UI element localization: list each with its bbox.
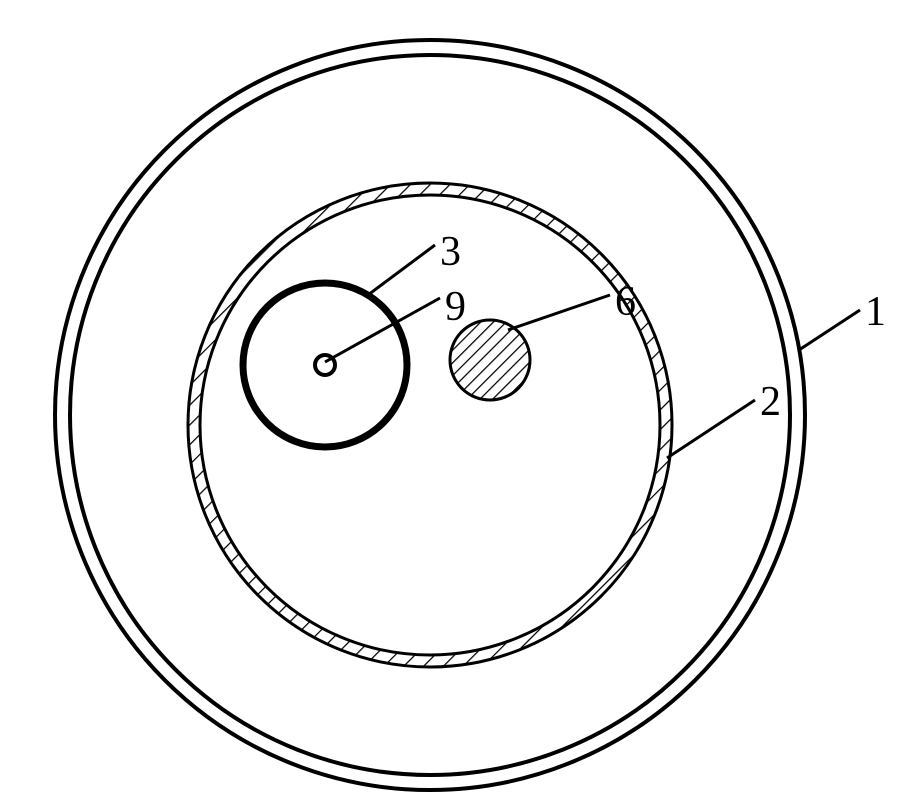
label-6: 6 [615,278,636,326]
label-9: 9 [445,283,466,331]
label-2: 2 [760,378,781,426]
label-3: 3 [440,228,461,276]
hatched-disc [450,320,530,400]
label-1: 1 [865,288,886,336]
